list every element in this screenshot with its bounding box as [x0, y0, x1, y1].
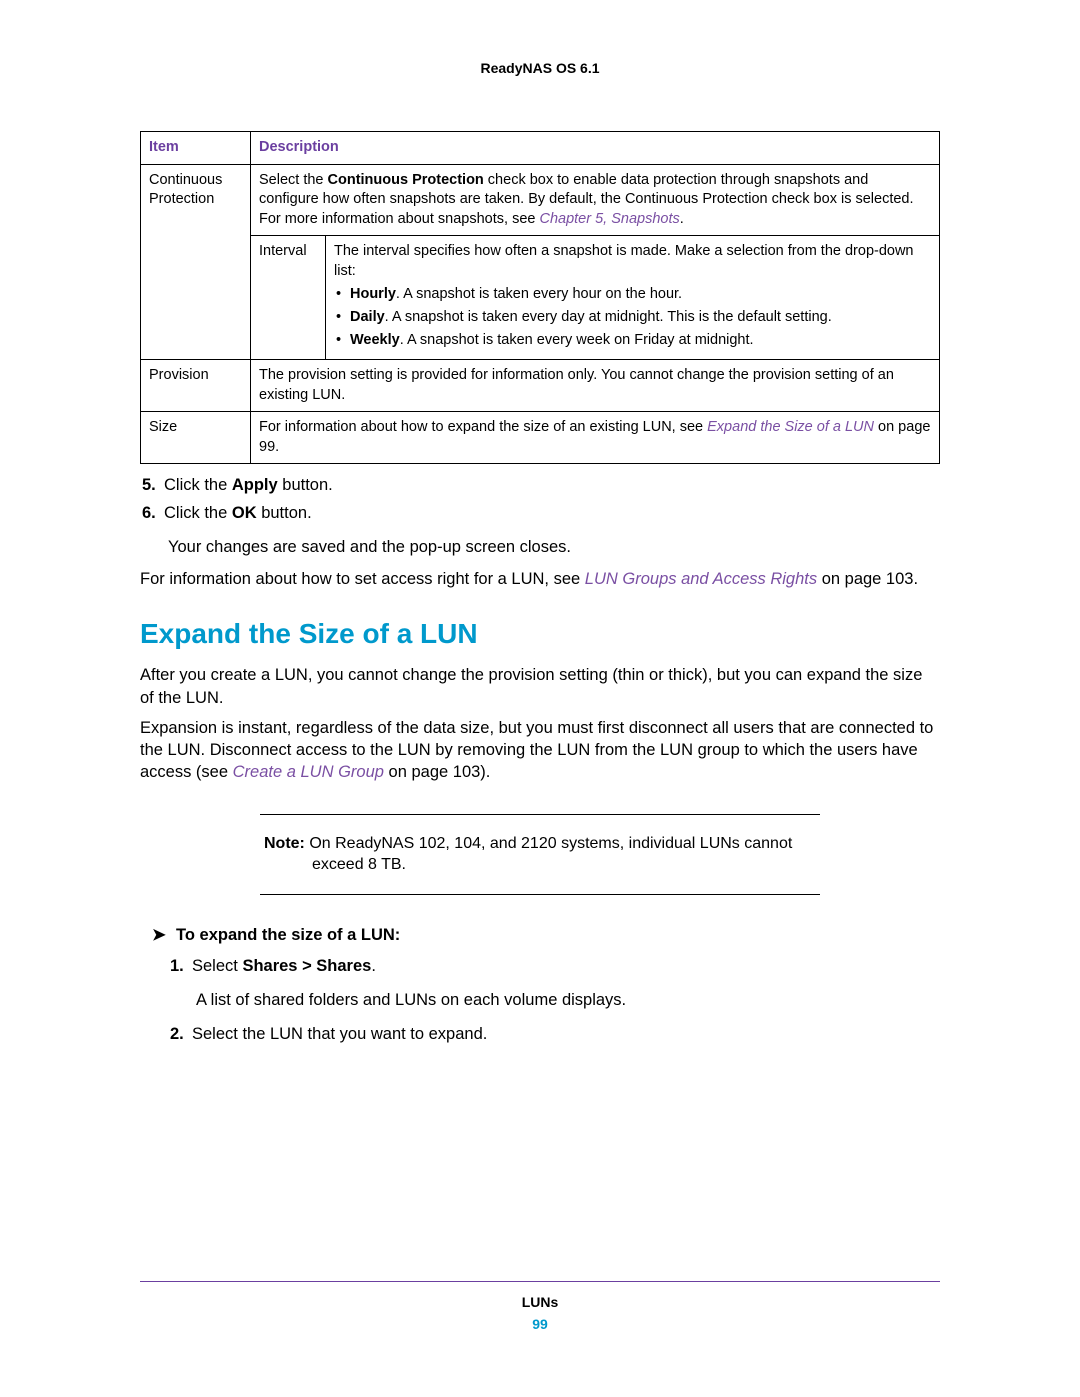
step-number: 1. — [170, 955, 192, 979]
link-chapter-snapshots[interactable]: Chapter 5, Snapshots — [539, 211, 679, 227]
procedure-title: ➤To expand the size of a LUN: — [154, 925, 940, 945]
text-fragment: Click the — [164, 504, 232, 522]
text-fragment: Select the — [259, 172, 328, 188]
text-fragment: button. — [257, 504, 312, 522]
cell-desc-size: For information about how to expand the … — [251, 412, 940, 464]
step-number: 2. — [170, 1023, 192, 1047]
table-row-interval: Interval The interval specifies how ofte… — [141, 236, 940, 360]
section-heading-expand-lun: Expand the Size of a LUN — [140, 618, 940, 650]
text-fragment: Click the — [164, 476, 232, 494]
col-header-description: Description — [251, 132, 940, 165]
bold-term: Apply — [232, 476, 278, 494]
proc-step-1: 1.Select Shares > Shares. A list of shar… — [196, 955, 940, 1013]
table-row-continuous: Continuous Protection Select the Continu… — [141, 164, 940, 236]
table-header-row: Item Description — [141, 132, 940, 165]
chevron-right-icon: ➤ — [152, 925, 176, 945]
text-fragment: on page 103. — [817, 570, 918, 588]
text-fragment: . A snapshot is taken every day at midni… — [385, 309, 832, 325]
note-label: Note: — [264, 835, 305, 852]
table-row-provision: Provision The provision setting is provi… — [141, 360, 940, 412]
steps-list-top: 5.Click the Apply button. 6.Click the OK… — [140, 474, 940, 560]
cell-desc-continuous: Select the Continuous Protection check b… — [251, 164, 940, 236]
step-number: 5. — [142, 474, 164, 498]
footer-page-number: 99 — [0, 1316, 1080, 1332]
cell-item-size: Size — [141, 412, 251, 464]
list-item-weekly: •Weekly. A snapshot is taken every week … — [352, 331, 931, 351]
text-fragment: For information about how to expand the … — [259, 419, 707, 435]
footer-section-label: LUNs — [0, 1294, 1080, 1310]
settings-table: Item Description Continuous Protection S… — [140, 131, 940, 464]
list-item-daily: •Daily. A snapshot is taken every day at… — [352, 308, 931, 328]
text-fragment: . A snapshot is taken every hour on the … — [396, 286, 682, 302]
proc-step-1-substep: A list of shared folders and LUNs on eac… — [196, 989, 940, 1013]
text-fragment: . — [371, 957, 376, 975]
bold-term: OK — [232, 504, 257, 522]
procedure-steps: 1.Select Shares > Shares. A list of shar… — [140, 955, 940, 1047]
bullet-icon: • — [336, 331, 350, 351]
text-fragment: on page 103). — [384, 763, 490, 781]
bold-term: Daily — [350, 309, 385, 325]
page-header-product: ReadyNAS OS 6.1 — [140, 60, 940, 76]
text-fragment: Select the LUN that you want to expand. — [192, 1025, 487, 1043]
section-p2: Expansion is instant, regardless of the … — [140, 717, 940, 784]
link-create-lun-group[interactable]: Create a LUN Group — [233, 763, 384, 781]
cell-item-interval: Interval — [251, 236, 326, 360]
link-lun-groups-access-rights[interactable]: LUN Groups and Access Rights — [585, 570, 817, 588]
bullet-icon: • — [336, 308, 350, 328]
text-fragment: button. — [278, 476, 333, 494]
cell-desc-provision: The provision setting is provided for in… — [251, 360, 940, 412]
bold-term: Hourly — [350, 286, 396, 302]
interval-lead: The interval specifies how often a snaps… — [334, 242, 931, 281]
text-fragment: . — [680, 211, 684, 227]
list-item-hourly: •Hourly. A snapshot is taken every hour … — [352, 285, 931, 305]
step-6-substep: Your changes are saved and the pop-up sc… — [168, 536, 940, 560]
bold-term: Shares > Shares — [242, 957, 371, 975]
step-number: 6. — [142, 502, 164, 526]
step-5: 5.Click the Apply button. — [168, 474, 940, 498]
section-p1: After you create a LUN, you cannot chang… — [140, 664, 940, 709]
cell-item-provision: Provision — [141, 360, 251, 412]
bullet-icon: • — [336, 285, 350, 305]
info-paragraph: For information about how to set access … — [140, 568, 940, 590]
col-header-item: Item — [141, 132, 251, 165]
text-fragment: Select — [192, 957, 242, 975]
cell-desc-interval: The interval specifies how often a snaps… — [326, 236, 940, 360]
proc-step-2: 2.Select the LUN that you want to expand… — [196, 1023, 940, 1047]
text-fragment: For information about how to set access … — [140, 570, 585, 588]
interval-options-list: •Hourly. A snapshot is taken every hour … — [334, 285, 931, 350]
table-row-size: Size For information about how to expand… — [141, 412, 940, 464]
note-text: On ReadyNAS 102, 104, and 2120 systems, … — [305, 835, 792, 874]
link-expand-lun[interactable]: Expand the Size of a LUN — [707, 419, 874, 435]
footer-rule — [140, 1281, 940, 1282]
bold-term: Continuous Protection — [328, 172, 484, 188]
bold-term: Weekly — [350, 332, 400, 348]
cell-item-continuous: Continuous Protection — [141, 164, 251, 360]
step-6: 6.Click the OK button. Your changes are … — [168, 502, 940, 560]
page-footer: LUNs 99 — [0, 1281, 1080, 1332]
procedure-title-text: To expand the size of a LUN: — [176, 926, 400, 944]
text-fragment: . A snapshot is taken every week on Frid… — [400, 332, 754, 348]
note-block: Note: On ReadyNAS 102, 104, and 2120 sys… — [260, 814, 820, 895]
